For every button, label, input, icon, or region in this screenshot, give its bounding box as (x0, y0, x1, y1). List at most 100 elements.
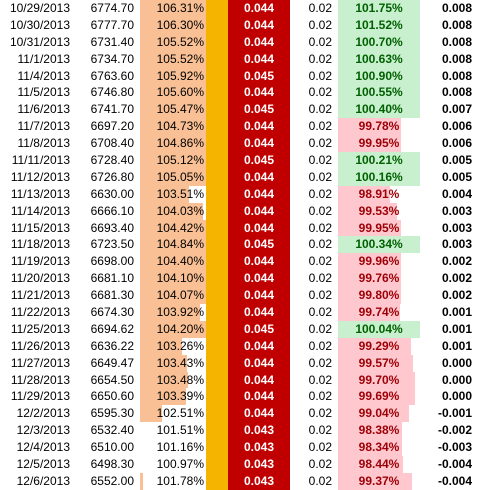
const-cell[interactable]: 0.02 (308, 17, 332, 32)
last-cell[interactable]: 0.001 (441, 321, 472, 336)
pct-cell[interactable]: 104.07% (140, 287, 206, 305)
value-cell[interactable]: 0.044 (228, 354, 290, 372)
ratio-cell[interactable]: 100.63% (338, 50, 420, 68)
const-cell[interactable]: 0.02 (308, 169, 332, 184)
date-cell[interactable]: 11/22/2013 (10, 305, 70, 320)
value-cell[interactable]: 0.044 (228, 337, 290, 355)
date-cell[interactable]: 11/15/2013 (10, 220, 70, 235)
const-cell[interactable]: 0.02 (308, 372, 332, 387)
gold-cell[interactable] (206, 185, 228, 203)
last-cell[interactable]: 0.003 (441, 220, 472, 235)
date-cell[interactable]: 11/26/2013 (10, 338, 70, 353)
close-cell[interactable]: 6681.10 (90, 271, 134, 286)
last-cell[interactable]: 0.005 (441, 169, 472, 184)
gold-cell[interactable] (206, 202, 228, 220)
pct-cell[interactable]: 106.30% (140, 16, 206, 34)
close-cell[interactable]: 6636.22 (90, 338, 134, 353)
pct-cell[interactable]: 100.97% (140, 456, 206, 473)
gold-cell[interactable] (206, 320, 228, 338)
close-cell[interactable]: 6708.40 (90, 136, 134, 151)
ratio-cell[interactable]: 99.95% (338, 219, 420, 237)
pct-cell[interactable]: 104.20% (140, 320, 206, 338)
pct-cell[interactable]: 102.51% (140, 405, 206, 423)
value-cell[interactable]: 0.045 (228, 236, 290, 254)
date-cell[interactable]: 10/29/2013 (9, 1, 70, 15)
last-cell[interactable]: 0.000 (441, 355, 472, 370)
gold-cell[interactable] (206, 16, 228, 34)
close-cell[interactable]: 6510.00 (90, 440, 134, 455)
date-cell[interactable]: 11/29/2013 (10, 389, 70, 404)
gold-cell[interactable] (206, 472, 228, 490)
last-cell[interactable]: -0.004 (437, 457, 472, 472)
const-cell[interactable]: 0.02 (308, 389, 332, 404)
pct-cell[interactable]: 103.92% (140, 304, 206, 321)
pct-cell[interactable]: 104.86% (140, 135, 206, 153)
value-cell[interactable]: 0.044 (228, 202, 290, 220)
ratio-cell[interactable]: 100.55% (338, 84, 420, 102)
const-cell[interactable]: 0.02 (308, 102, 332, 117)
close-cell[interactable]: 6728.40 (90, 153, 134, 168)
ratio-cell[interactable]: 99.95% (338, 135, 420, 153)
date-cell[interactable]: 12/3/2013 (16, 423, 70, 438)
gold-cell[interactable] (206, 152, 228, 169)
date-cell[interactable]: 10/30/2013 (9, 17, 70, 32)
ratio-cell[interactable]: 98.38% (338, 422, 420, 440)
close-cell[interactable]: 6731.40 (90, 34, 134, 49)
last-cell[interactable]: -0.003 (437, 440, 472, 455)
ratio-cell[interactable]: 100.90% (338, 67, 420, 85)
last-cell[interactable]: 0.004 (441, 186, 472, 201)
pct-cell[interactable]: 104.03% (140, 202, 206, 220)
date-cell[interactable]: 12/6/2013 (16, 473, 70, 488)
pct-cell[interactable]: 105.05% (140, 168, 206, 186)
pct-cell[interactable]: 104.10% (140, 270, 206, 288)
const-cell[interactable]: 0.02 (308, 153, 332, 168)
gold-cell[interactable] (206, 354, 228, 372)
close-cell[interactable]: 6693.40 (90, 220, 134, 235)
date-cell[interactable]: 11/19/2013 (10, 254, 70, 269)
pct-cell[interactable]: 105.47% (140, 101, 206, 119)
value-cell[interactable]: 0.043 (228, 472, 290, 490)
value-cell[interactable]: 0.044 (228, 219, 290, 237)
last-cell[interactable]: 0.002 (441, 271, 472, 286)
const-cell[interactable]: 0.02 (308, 68, 332, 83)
ratio-cell[interactable]: 99.37% (338, 472, 420, 490)
last-cell[interactable]: 0.003 (441, 237, 472, 252)
close-cell[interactable]: 6666.10 (90, 203, 134, 218)
const-cell[interactable]: 0.02 (308, 271, 332, 286)
date-cell[interactable]: 11/6/2013 (17, 102, 71, 117)
value-cell[interactable]: 0.044 (228, 287, 290, 305)
pct-cell[interactable]: 104.73% (140, 118, 206, 136)
gold-cell[interactable] (206, 371, 228, 389)
close-cell[interactable]: 6746.80 (90, 85, 134, 100)
const-cell[interactable]: 0.02 (308, 254, 332, 269)
pct-cell[interactable]: 103.39% (140, 388, 206, 406)
value-cell[interactable]: 0.044 (228, 168, 290, 186)
date-cell[interactable]: 11/14/2013 (10, 203, 70, 218)
date-cell[interactable]: 12/5/2013 (16, 457, 70, 472)
const-cell[interactable]: 0.02 (308, 51, 332, 66)
close-cell[interactable]: 6697.20 (90, 119, 134, 134)
value-cell[interactable]: 0.044 (228, 0, 290, 17)
close-cell[interactable]: 6723.50 (90, 237, 134, 252)
close-cell[interactable]: 6650.60 (90, 389, 134, 404)
close-cell[interactable]: 6552.00 (90, 473, 134, 488)
gold-cell[interactable] (206, 219, 228, 237)
gold-cell[interactable] (206, 456, 228, 473)
const-cell[interactable]: 0.02 (308, 186, 332, 201)
gold-cell[interactable] (206, 388, 228, 406)
const-cell[interactable]: 0.02 (308, 34, 332, 49)
ratio-cell[interactable]: 101.75% (338, 0, 420, 17)
last-cell[interactable]: -0.004 (437, 473, 472, 488)
last-cell[interactable]: 0.005 (441, 153, 472, 168)
const-cell[interactable]: 0.02 (308, 119, 332, 134)
gold-cell[interactable] (206, 168, 228, 186)
value-cell[interactable]: 0.045 (228, 67, 290, 85)
close-cell[interactable]: 6674.30 (90, 305, 134, 320)
close-cell[interactable]: 6741.70 (90, 102, 134, 117)
const-cell[interactable]: 0.02 (308, 321, 332, 336)
pct-cell[interactable]: 104.40% (140, 253, 206, 271)
const-cell[interactable]: 0.02 (308, 406, 332, 421)
value-cell[interactable]: 0.044 (228, 33, 290, 51)
value-cell[interactable]: 0.044 (228, 50, 290, 68)
const-cell[interactable]: 0.02 (308, 423, 332, 438)
